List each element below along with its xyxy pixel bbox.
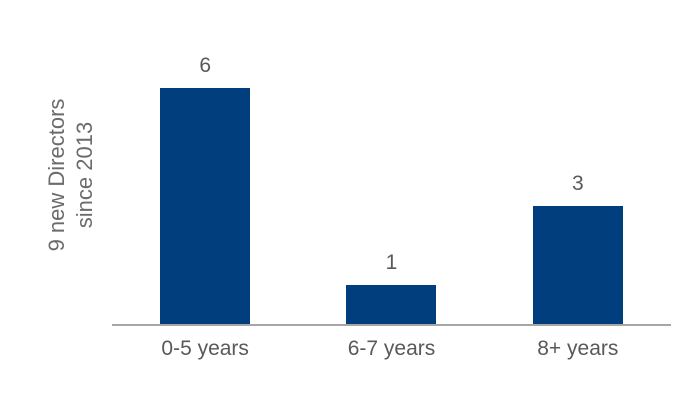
bar-group: 3 xyxy=(485,0,671,324)
bar-group: 6 xyxy=(112,0,298,324)
bar-value-label: 1 xyxy=(385,251,398,274)
category-label: 0-5 years xyxy=(161,337,249,360)
bar xyxy=(532,206,623,324)
plot-area: 6 1 3 xyxy=(112,0,671,324)
y-axis-label-line1: 9 new Directors xyxy=(44,98,69,252)
category-label: 8+ years xyxy=(537,337,619,360)
bar xyxy=(160,88,251,324)
bar-group: 1 xyxy=(298,0,484,324)
bar-value-label: 6 xyxy=(199,54,211,77)
bar xyxy=(346,285,437,324)
category-label: 6-7 years xyxy=(347,337,436,360)
bar-value-label: 3 xyxy=(571,172,584,195)
category-axis: 0-5 years 6-7 years 8+ years xyxy=(112,337,671,365)
y-axis-label-line2: since 2013 xyxy=(72,121,97,229)
x-axis-line xyxy=(112,324,671,326)
y-axis-label: 9 new Directors since 2013 xyxy=(43,99,99,252)
